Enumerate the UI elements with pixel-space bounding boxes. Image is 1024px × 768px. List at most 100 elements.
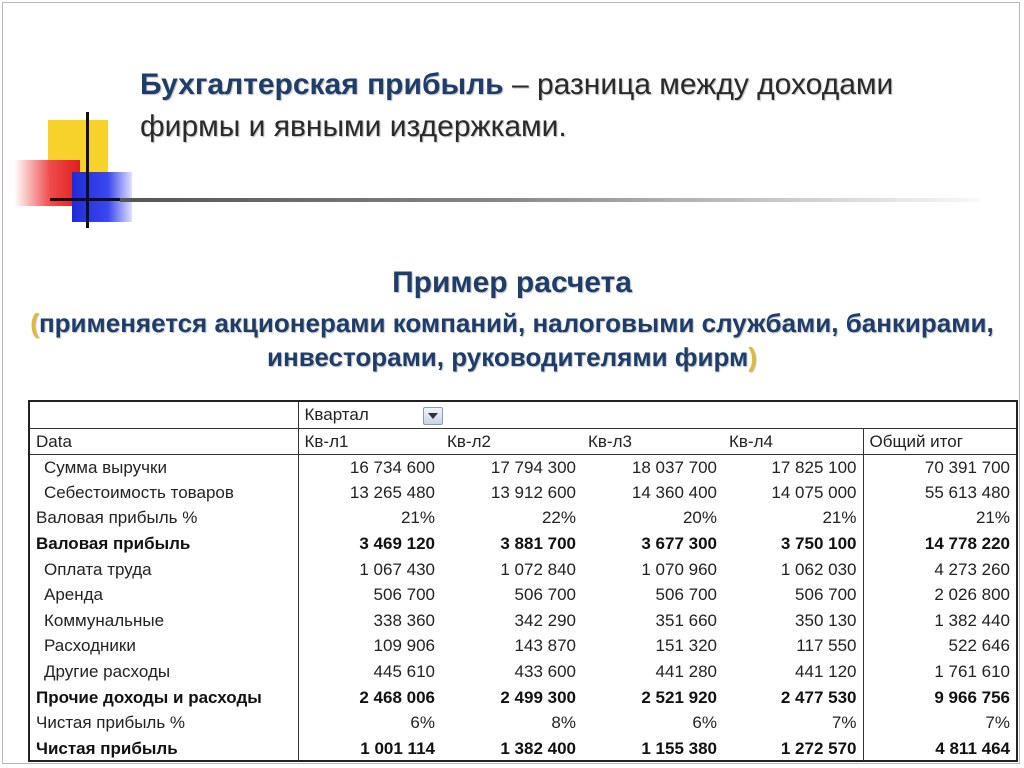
quarter-value-cell: 17 825 100: [771, 457, 857, 477]
subtitle-close-paren: ): [748, 342, 757, 372]
quarter-value-cell: 14 360 400: [631, 482, 717, 502]
quarter-value-cell: 342 290: [514, 610, 576, 630]
table-row: Другие расходы 445 610 433 600 441 280 441 1…: [30, 658, 1016, 685]
quarter-value-cell: 445 610: [297, 658, 441, 685]
pivot-empty-cell: [30, 402, 298, 429]
table-row: Сумма выручки 16 734 600 17 794 300 18 037 …: [30, 454, 1016, 480]
subtitle-text: применяется акционерами компаний, налого…: [38, 308, 994, 372]
quarter-value-cell: 17 794 300: [490, 457, 576, 477]
quarter-value-cell: 2 477 530: [780, 687, 857, 707]
quarter-value-cell: 441 120: [795, 662, 857, 682]
row-label: Коммунальные: [44, 610, 165, 630]
grand-total-cell: 55 613 480: [862, 479, 1016, 506]
pivot-table: Квартал Data Кв-л1 Кв-л2 Кв-л3 Кв-л4 Общ…: [28, 400, 1018, 762]
pivot-field-dropdown-icon[interactable]: [423, 406, 444, 425]
quarter-value-cell: 433 600: [514, 662, 576, 682]
quarter-value-cell: 506 700: [795, 585, 857, 605]
quarter-value-cell: 7%: [831, 713, 857, 733]
quarter-value-cell: 21%: [297, 505, 441, 531]
example-title: Пример расчета: [392, 266, 632, 299]
header-data: Data: [30, 428, 298, 455]
table-row: Валовая прибыль % 21% 22% 20% 21% 21%: [30, 505, 1016, 531]
quarter-value-cell: 338 360: [297, 607, 441, 634]
quarter-value-cell: 117 550: [796, 636, 857, 656]
pivot-field-row: Квартал: [30, 402, 1016, 429]
logo-vertical-line: [86, 112, 89, 228]
quarter-value-cell: 6%: [297, 709, 441, 736]
header-q4: Кв-л4: [723, 428, 863, 455]
quarter-value-cell: 1 062 030: [780, 559, 857, 579]
logo-blue-square: [72, 172, 132, 222]
row-label: Прочие доходы и расходы: [36, 687, 262, 707]
table-row: Чистая прибыль 1 001 114 1 382 400 1 155 38…: [30, 735, 1016, 762]
quarter-value-cell: 151 320: [655, 636, 717, 656]
grand-total-cell: 7%: [862, 709, 1016, 736]
quarter-value-cell: 506 700: [297, 581, 441, 608]
quarter-value-cell: 3 677 300: [641, 534, 717, 554]
definition-term: Бухгалтерская прибыль: [140, 68, 504, 101]
grand-total-cell: 9 966 756: [862, 684, 1016, 710]
header-q1: Кв-л1: [297, 428, 441, 455]
definition-text: Бухгалтерская прибыль – разница между до…: [140, 64, 900, 148]
row-label: Сумма выручки: [44, 457, 167, 477]
quarter-value-cell: 20%: [682, 508, 717, 528]
row-label: Аренда: [44, 585, 104, 605]
logo-horizontal-line: [50, 198, 140, 201]
quarter-value-cell: 2 499 300: [500, 687, 576, 707]
table-row: Коммунальные 338 360 342 290 351 660 350 130…: [30, 607, 1016, 634]
table-row: Себестоимость товаров 13 265 480 13 912 60…: [30, 479, 1016, 506]
row-label: Валовая прибыль: [36, 534, 191, 554]
row-label: Другие расходы: [44, 662, 171, 682]
table-row: Оплата труда 1 067 430 1 072 840 1 070 960 1…: [30, 556, 1016, 582]
grand-total-cell: 21%: [862, 505, 1016, 531]
quarter-value-cell: 1 001 114: [297, 735, 441, 762]
quarter-value-cell: 16 734 600: [297, 454, 441, 480]
quarter-value-cell: 350 130: [795, 610, 857, 630]
quarter-value-cell: 13 265 480: [297, 479, 441, 506]
grand-total-cell: 4 273 260: [862, 556, 1016, 582]
quarter-value-cell: 2 521 920: [641, 687, 717, 707]
table-header-row: Data Кв-л1 Кв-л2 Кв-л3 Кв-л4 Общий итог: [30, 428, 1016, 455]
header-rule: [120, 198, 980, 202]
header-q2: Кв-л2: [441, 428, 582, 455]
row-label: Себестоимость товаров: [44, 482, 234, 502]
grand-total-cell: 1 761 610: [862, 658, 1016, 685]
quarter-value-cell: 1 072 840: [500, 559, 576, 579]
quarter-value-cell: 506 700: [514, 585, 576, 605]
decorative-logo: [0, 0, 160, 240]
quarter-value-cell: 351 660: [655, 610, 717, 630]
quarter-value-cell: 1 067 430: [297, 556, 441, 582]
header-q3: Кв-л3: [582, 428, 723, 455]
quarter-value-cell: 1 070 960: [641, 559, 717, 579]
quarter-value-cell: 506 700: [655, 585, 717, 605]
quarter-value-cell: 109 906: [297, 633, 441, 659]
quarter-value-cell: 21%: [822, 508, 857, 528]
quarter-value-cell: 13 912 600: [490, 482, 576, 502]
quarter-value-cell: 22%: [541, 508, 576, 528]
table-row: Валовая прибыль 3 469 120 3 881 700 3 677 3…: [30, 530, 1016, 557]
quarter-value-cell: 3 469 120: [297, 530, 441, 557]
quarter-value-cell: 1 272 570: [780, 738, 857, 758]
quarter-value-cell: 6%: [692, 713, 717, 733]
row-label: Чистая прибыль %: [36, 713, 186, 733]
grand-total-cell: 2 026 800: [862, 581, 1016, 608]
grand-total-cell: 70 391 700: [862, 454, 1016, 480]
table-row: Аренда 506 700 506 700 506 700 506 700 2 026 …: [30, 581, 1016, 608]
quarter-value-cell: 2 468 006: [297, 684, 441, 710]
grand-total-cell: 14 778 220: [862, 530, 1016, 557]
pivot-table-grid: Квартал Data Кв-л1 Кв-л2 Кв-л3 Кв-л4 Общ…: [30, 402, 1016, 762]
quarter-value-cell: 18 037 700: [631, 457, 717, 477]
quarter-value-cell: 1 382 400: [500, 738, 576, 758]
grand-total-cell: 522 646: [862, 633, 1016, 659]
row-label: Расходники: [44, 636, 136, 656]
row-label: Оплата труда: [44, 559, 152, 579]
quarter-value-cell: 3 881 700: [500, 534, 576, 554]
row-label: Чистая прибыль: [36, 738, 178, 758]
grand-total-cell: 4 811 464: [862, 735, 1016, 762]
header-grand-total: Общий итог: [862, 428, 1016, 455]
pivot-field-cell: Квартал: [297, 402, 1016, 429]
table-row: Прочие доходы и расходы 2 468 006 2 499 30…: [30, 684, 1016, 710]
pivot-field-label: Квартал: [304, 405, 369, 425]
subtitle-open-paren: (: [30, 308, 39, 338]
quarter-value-cell: 1 155 380: [641, 738, 717, 758]
